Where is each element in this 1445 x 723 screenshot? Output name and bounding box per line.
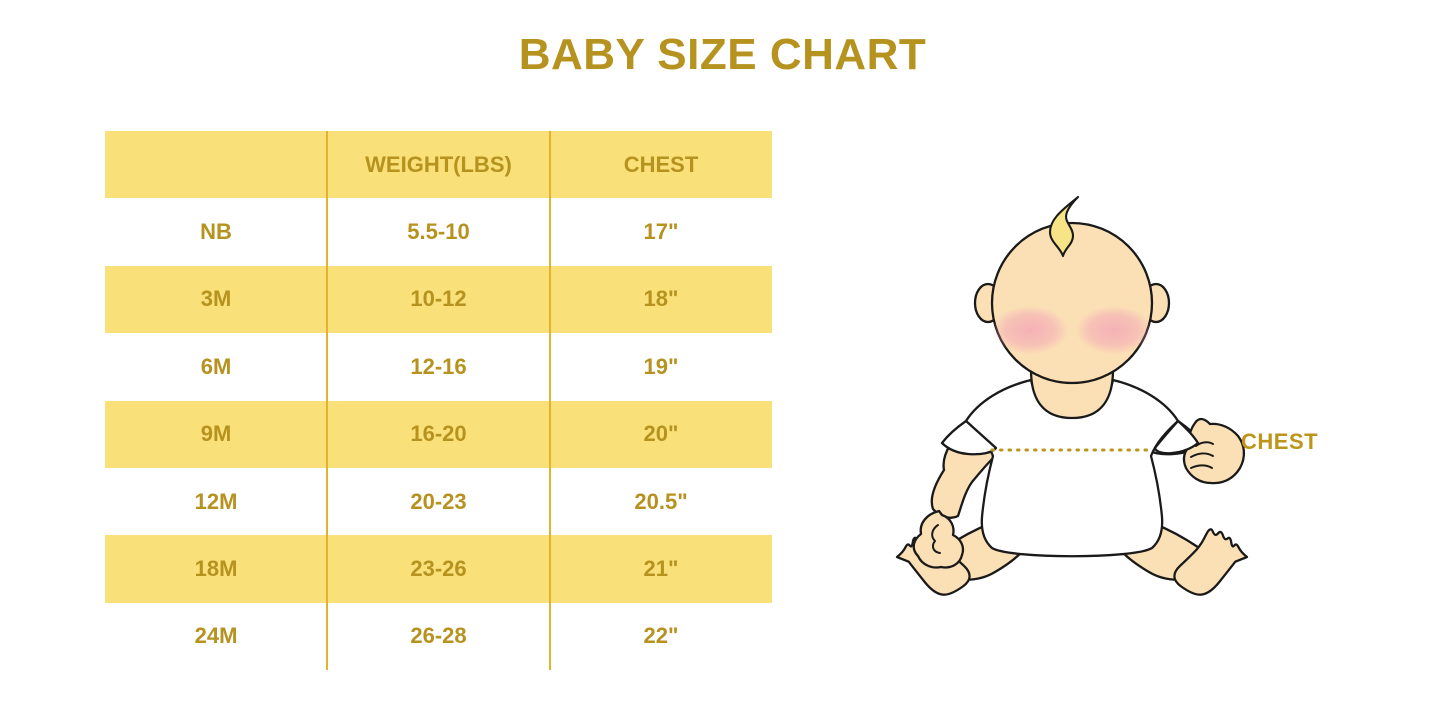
svg-text:CHEST: CHEST <box>1241 429 1318 454</box>
